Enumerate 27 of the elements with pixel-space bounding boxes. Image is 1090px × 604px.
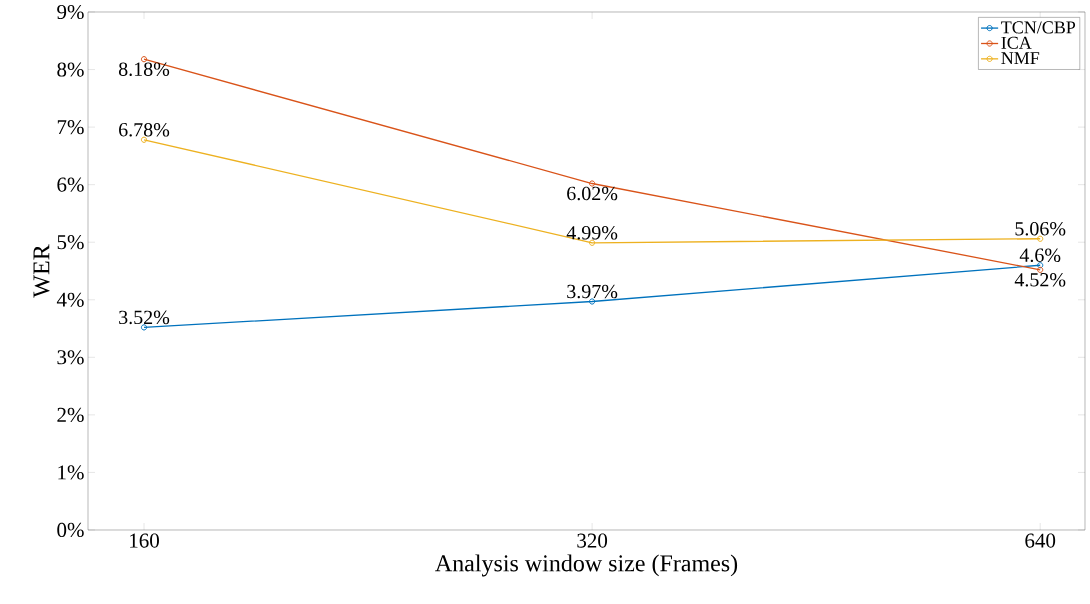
y-tick-label: 5%	[57, 235, 84, 250]
data-label: 6.78%	[119, 122, 170, 137]
x-tick-label: 160	[130, 533, 159, 548]
y-tick-label: 0%	[57, 522, 84, 538]
x-axis-title: Analysis window size (Frames)	[435, 554, 738, 577]
data-label: 4.6%	[1019, 248, 1061, 263]
data-label: 6.02%	[567, 186, 618, 201]
legend-label: NMF	[1001, 52, 1040, 64]
data-label: 8.18%	[118, 62, 170, 76]
y-tick-label: 6%	[57, 177, 84, 192]
legend-label: ICA	[1001, 36, 1032, 49]
data-label: 3.52%	[119, 310, 170, 325]
y-tick-label: 8%	[57, 62, 84, 77]
y-axis-title: WER	[33, 244, 50, 298]
y-tick-label: 7%	[57, 119, 84, 135]
x-tick-label: 640	[1025, 533, 1056, 548]
y-tick-label: 4%	[56, 292, 84, 307]
data-label: 3.97%	[567, 284, 618, 299]
data-label: 4.52%	[1014, 273, 1066, 287]
legend-label: TCN/CBP	[1001, 21, 1076, 34]
y-tick-label: 3%	[57, 350, 84, 365]
data-label: 4.99%	[566, 226, 618, 240]
x-tick-label: 320	[577, 533, 608, 548]
y-tick-label: 1%	[58, 465, 84, 480]
y-tick-label: 9%	[57, 4, 84, 20]
y-tick-label: 2%	[57, 407, 84, 422]
data-label: 5.06%	[1015, 221, 1066, 236]
